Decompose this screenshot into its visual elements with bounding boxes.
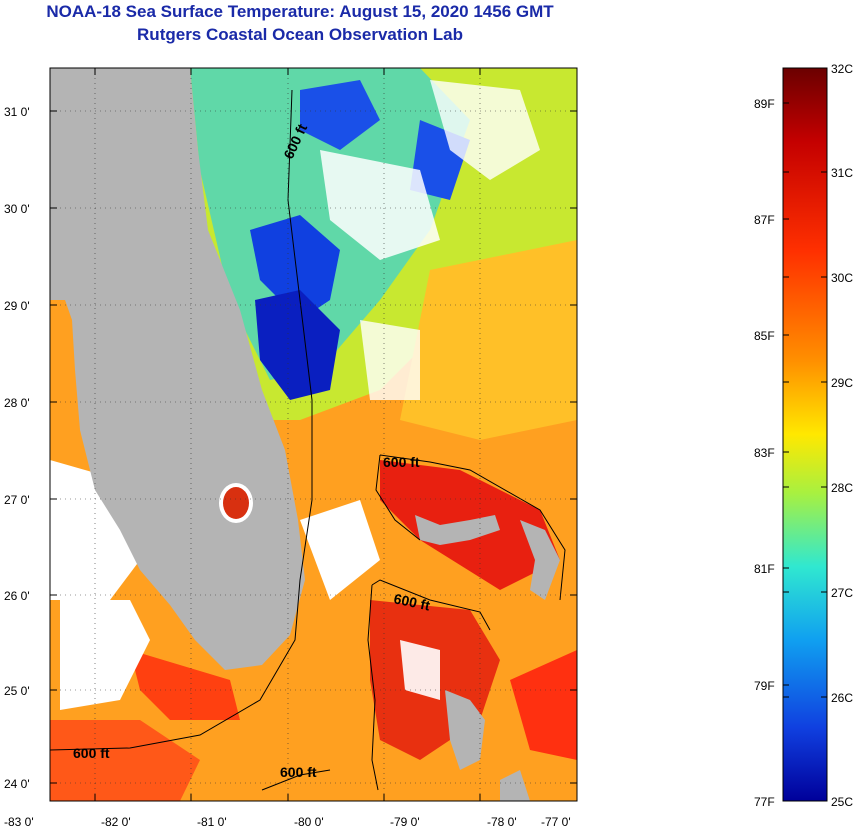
colorbar-celsius-label: 28C [831,481,853,495]
bathymetry-contour-600ft [379,454,566,601]
lon-label: -81 0' [197,815,227,829]
lat-label: 29 0' [4,299,30,313]
lon-label: -80 0' [294,815,324,829]
lon-label: -79 0' [390,815,420,829]
map-title: NOAA-18 Sea Surface Temperature: August … [46,2,554,21]
abaco-island [520,520,560,600]
warm-water-patch [50,720,200,801]
lat-label: 24 0' [4,777,30,791]
lon-label: -78 0' [487,815,517,829]
grand-bahama-island [415,515,500,545]
cloud-area [400,640,440,700]
contour-label: 600 ft [392,590,431,613]
bathymetry-contour-600ft [367,579,491,791]
lat-label: 28 0' [4,396,30,410]
cloud-area [300,500,380,600]
colorbar-fahrenheit-label: 89F [754,97,775,111]
cold-water-patch [300,80,380,150]
lon-label: -83 0' [4,815,34,829]
warm-water-region [400,240,577,440]
frame-ticks [50,68,577,801]
cloud-area [320,150,440,260]
lat-label: 25 0' [4,684,30,698]
graticule [50,68,577,801]
colorbar-celsius-label: 29C [831,376,853,390]
map-subtitle: Rutgers Coastal Ocean Observation Lab [137,25,463,44]
cloud-area [60,600,150,710]
lat-label: 26 0' [4,589,30,603]
colorbar-celsius-label: 31C [831,166,853,180]
contour-label: 600 ft [73,745,110,761]
colorbar-fahrenheit-label: 81F [754,562,775,576]
colorbar-ticks [783,102,827,698]
hot-water-patch [130,650,240,720]
lat-label: 27 0' [4,493,30,507]
colorbar-fahrenheit-label: 77F [754,795,775,809]
lat-label: 31 0' [4,105,30,119]
cloud-area [430,80,540,180]
colorbar [782,67,828,802]
cloud-area [360,320,420,400]
colorbar-celsius-label: 30C [831,271,853,285]
map-frame [49,67,578,802]
contour-label: 600 ft [383,454,420,470]
colorbar-fahrenheit-label: 85F [754,329,775,343]
lake-okeechobee [223,487,249,519]
lon-label: -82 0' [101,815,131,829]
colorbar-celsius-label: 27C [831,586,853,600]
bahamas-island [500,770,530,801]
lat-label: 30 0' [4,202,30,216]
colorbar-celsius-label: 32C [831,62,853,76]
lon-label: -77 0' [541,815,571,829]
bathymetry-contour-600ft [261,769,331,791]
cold-water-patch [255,290,340,400]
andros-island [445,690,485,770]
contour-label: 600 ft [280,764,317,780]
colorbar-celsius-label: 26C [831,691,853,705]
colorbar-fahrenheit-label: 87F [754,213,775,227]
colorbar-fahrenheit-label: 83F [754,446,775,460]
cold-water-patch [250,215,340,320]
colorbar-fahrenheit-label: 79F [754,679,775,693]
bathymetry-contour-600ft [50,89,313,751]
hot-water-patch [510,650,577,760]
colorbar-celsius-label: 25C [831,795,853,809]
bathymetry-contour-600ft [375,454,421,541]
